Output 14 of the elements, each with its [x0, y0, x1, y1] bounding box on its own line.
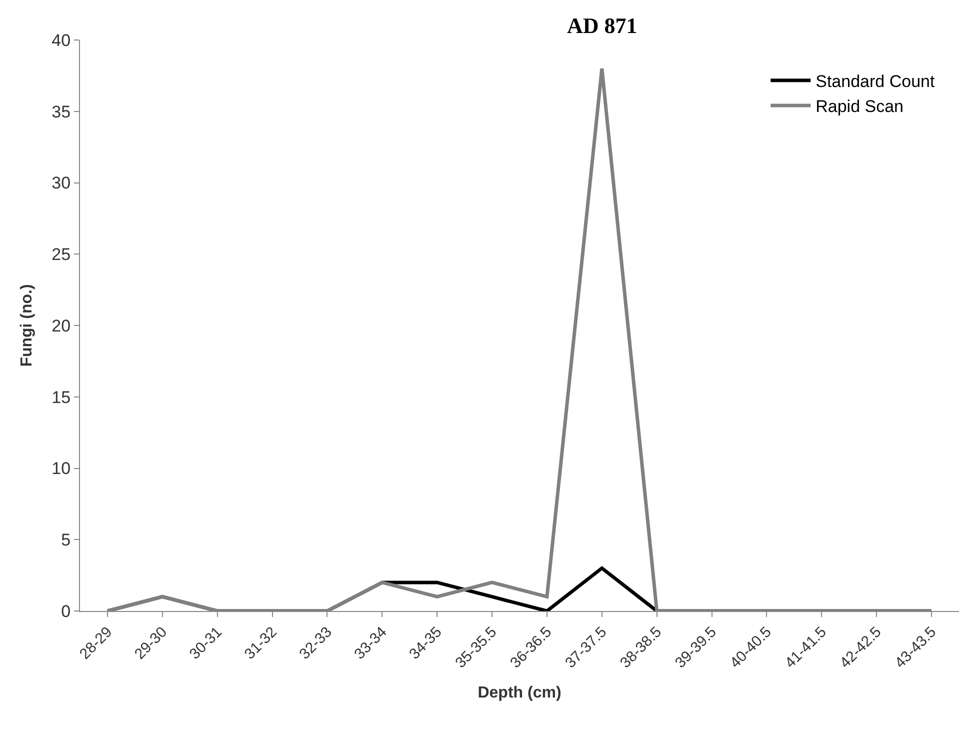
- y-tick-label: 10: [52, 459, 71, 478]
- legend-label: Rapid Scan: [816, 97, 904, 116]
- y-tick-label: 35: [52, 102, 71, 122]
- y-axis-title: Fungi (no.): [18, 284, 36, 367]
- legend-label: Standard Count: [816, 72, 935, 92]
- y-tick-label: 15: [52, 388, 71, 407]
- text: AD 871: [567, 13, 638, 38]
- y-tick-label: 0: [61, 602, 71, 621]
- y-tick-label: 20: [52, 316, 71, 336]
- y-tick-label: 30: [52, 174, 71, 193]
- x-axis-title: Depth (cm): [478, 684, 562, 702]
- y-tick-label: 25: [52, 245, 71, 264]
- y-tick-label: 40: [52, 30, 71, 50]
- y-tick-label: 5: [61, 530, 71, 550]
